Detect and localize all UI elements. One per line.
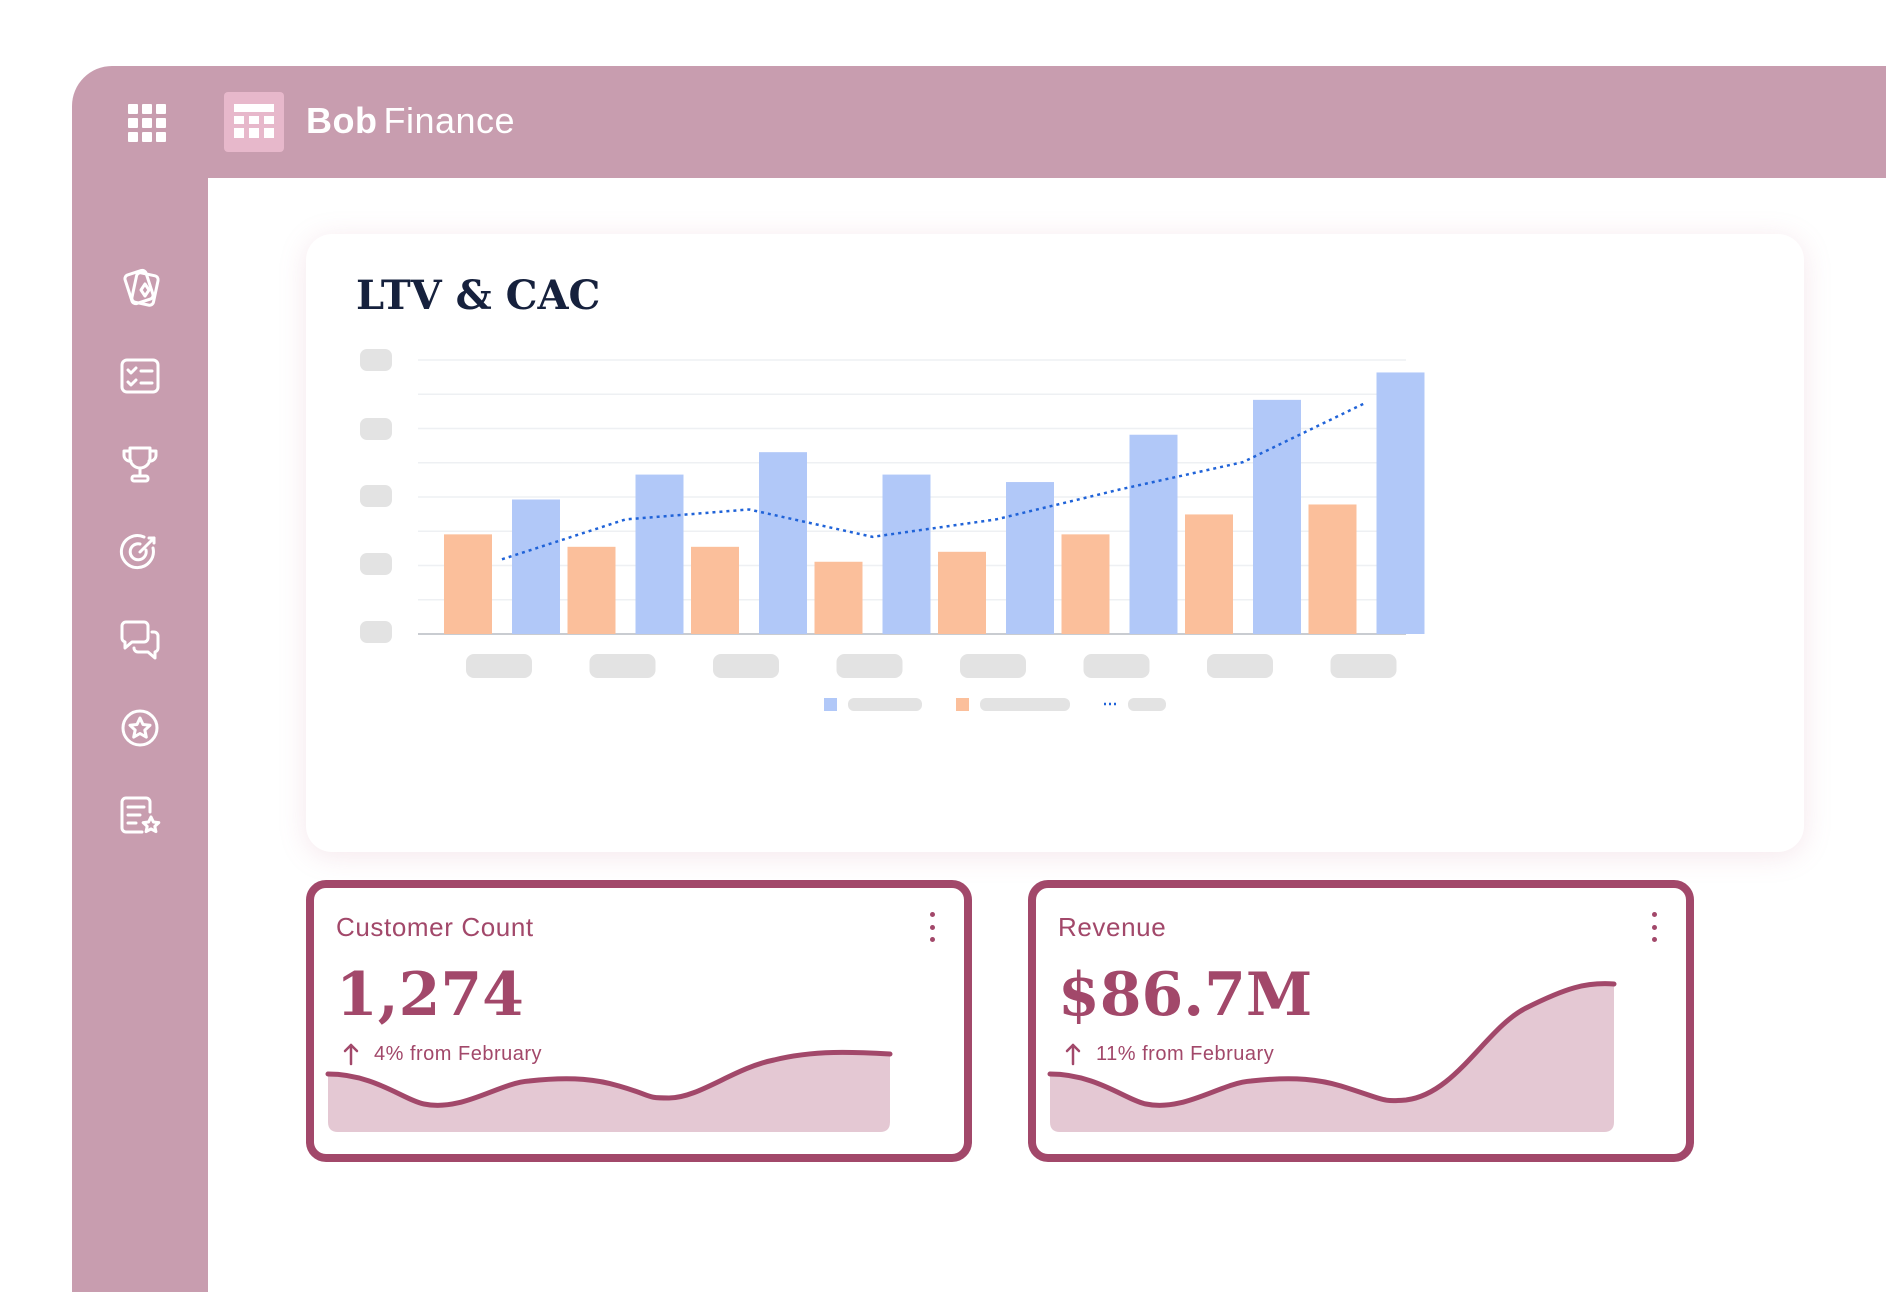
revenue-title: Revenue	[1058, 912, 1167, 942]
cac-bar[interactable]	[444, 534, 492, 634]
ltv-cac-chart-card: LTV & CAC	[306, 234, 1804, 852]
legend-label-ltv	[848, 698, 922, 711]
x-tick-label	[836, 654, 903, 678]
ltv-bar[interactable]	[759, 452, 807, 634]
revenue-card[interactable]: Revenue $86.7M 11% from February	[1028, 880, 1694, 1162]
customer-count-menu-icon[interactable]	[926, 912, 938, 942]
checklist-icon[interactable]	[116, 352, 164, 400]
cac-bar[interactable]	[1061, 534, 1110, 634]
cac-bar[interactable]	[691, 546, 739, 634]
y-tick-label	[360, 418, 392, 440]
ltv-bar[interactable]	[1129, 434, 1178, 634]
cards-icon[interactable]	[116, 264, 164, 312]
y-tick-label	[360, 485, 392, 507]
legend-label-trend	[1128, 698, 1166, 711]
y-tick-label	[360, 349, 392, 371]
x-tick-label	[1207, 654, 1273, 678]
brand-name: Bob Finance	[306, 100, 515, 142]
revenue-sparkline	[1047, 981, 1617, 1132]
legend-swatch-ltv	[824, 698, 837, 711]
customer-count-sparkline	[325, 1049, 893, 1132]
brand-name-bold: Bob	[306, 100, 378, 141]
customer-count-card[interactable]: Customer Count 1,274 4% from February	[306, 880, 972, 1162]
x-tick-label	[466, 654, 532, 678]
star-badge-icon[interactable]	[116, 704, 164, 752]
customer-count-value: 1,274	[336, 960, 524, 1030]
x-tick-label	[960, 654, 1026, 678]
x-tick-label	[1083, 654, 1150, 678]
top-bar: Bob Finance	[72, 66, 1886, 178]
ltv-bar[interactable]	[1253, 399, 1301, 634]
x-tick-label	[589, 654, 656, 678]
arrow-up-icon	[343, 1043, 359, 1066]
y-tick-label	[360, 621, 392, 643]
arrow-up-icon	[1065, 1043, 1081, 1066]
sidebar	[72, 178, 208, 1292]
ltv-bar[interactable]	[635, 474, 684, 634]
x-tick-label	[1330, 654, 1397, 678]
chart-title: LTV & CAC	[356, 272, 601, 319]
customer-count-change-text: 4% from February	[374, 1042, 543, 1065]
app-frame: Bob Finance	[72, 66, 1886, 1292]
brand-logo[interactable]	[224, 92, 284, 152]
customer-count-title: Customer Count	[336, 912, 534, 942]
apps-grid-icon[interactable]	[128, 104, 166, 142]
target-icon[interactable]	[116, 528, 164, 576]
revenue-change-text: 11% from February	[1096, 1042, 1275, 1065]
customer-count-change: 4% from February	[342, 1042, 542, 1066]
y-tick-label	[360, 553, 392, 575]
ltv-bar[interactable]	[512, 499, 560, 634]
ltv-bar[interactable]	[882, 474, 931, 634]
cac-bar[interactable]	[938, 551, 986, 634]
cac-bar[interactable]	[567, 546, 616, 634]
legend-swatch-cac	[956, 698, 969, 711]
trophy-icon[interactable]	[116, 440, 164, 488]
x-tick-label	[713, 654, 779, 678]
revenue-value: $86.7M	[1058, 960, 1313, 1030]
cac-bar[interactable]	[1308, 504, 1357, 634]
revenue-change: 11% from February	[1064, 1042, 1274, 1066]
review-doc-icon[interactable]	[116, 792, 164, 840]
cac-bar[interactable]	[814, 561, 863, 634]
brand-name-light: Finance	[383, 100, 516, 141]
chat-icon[interactable]	[116, 616, 164, 664]
ltv-bar[interactable]	[1376, 372, 1425, 634]
legend-label-cac	[980, 698, 1070, 711]
ltv-cac-chart	[360, 349, 1425, 711]
cac-bar[interactable]	[1185, 514, 1233, 634]
trend-line	[501, 401, 1368, 561]
spreadsheet-logo-icon	[234, 104, 274, 138]
revenue-menu-icon[interactable]	[1648, 912, 1660, 942]
main-content: LTV & CAC Customer Count 1,274 4% from F…	[208, 178, 1886, 1292]
ltv-bar[interactable]	[1006, 482, 1054, 634]
